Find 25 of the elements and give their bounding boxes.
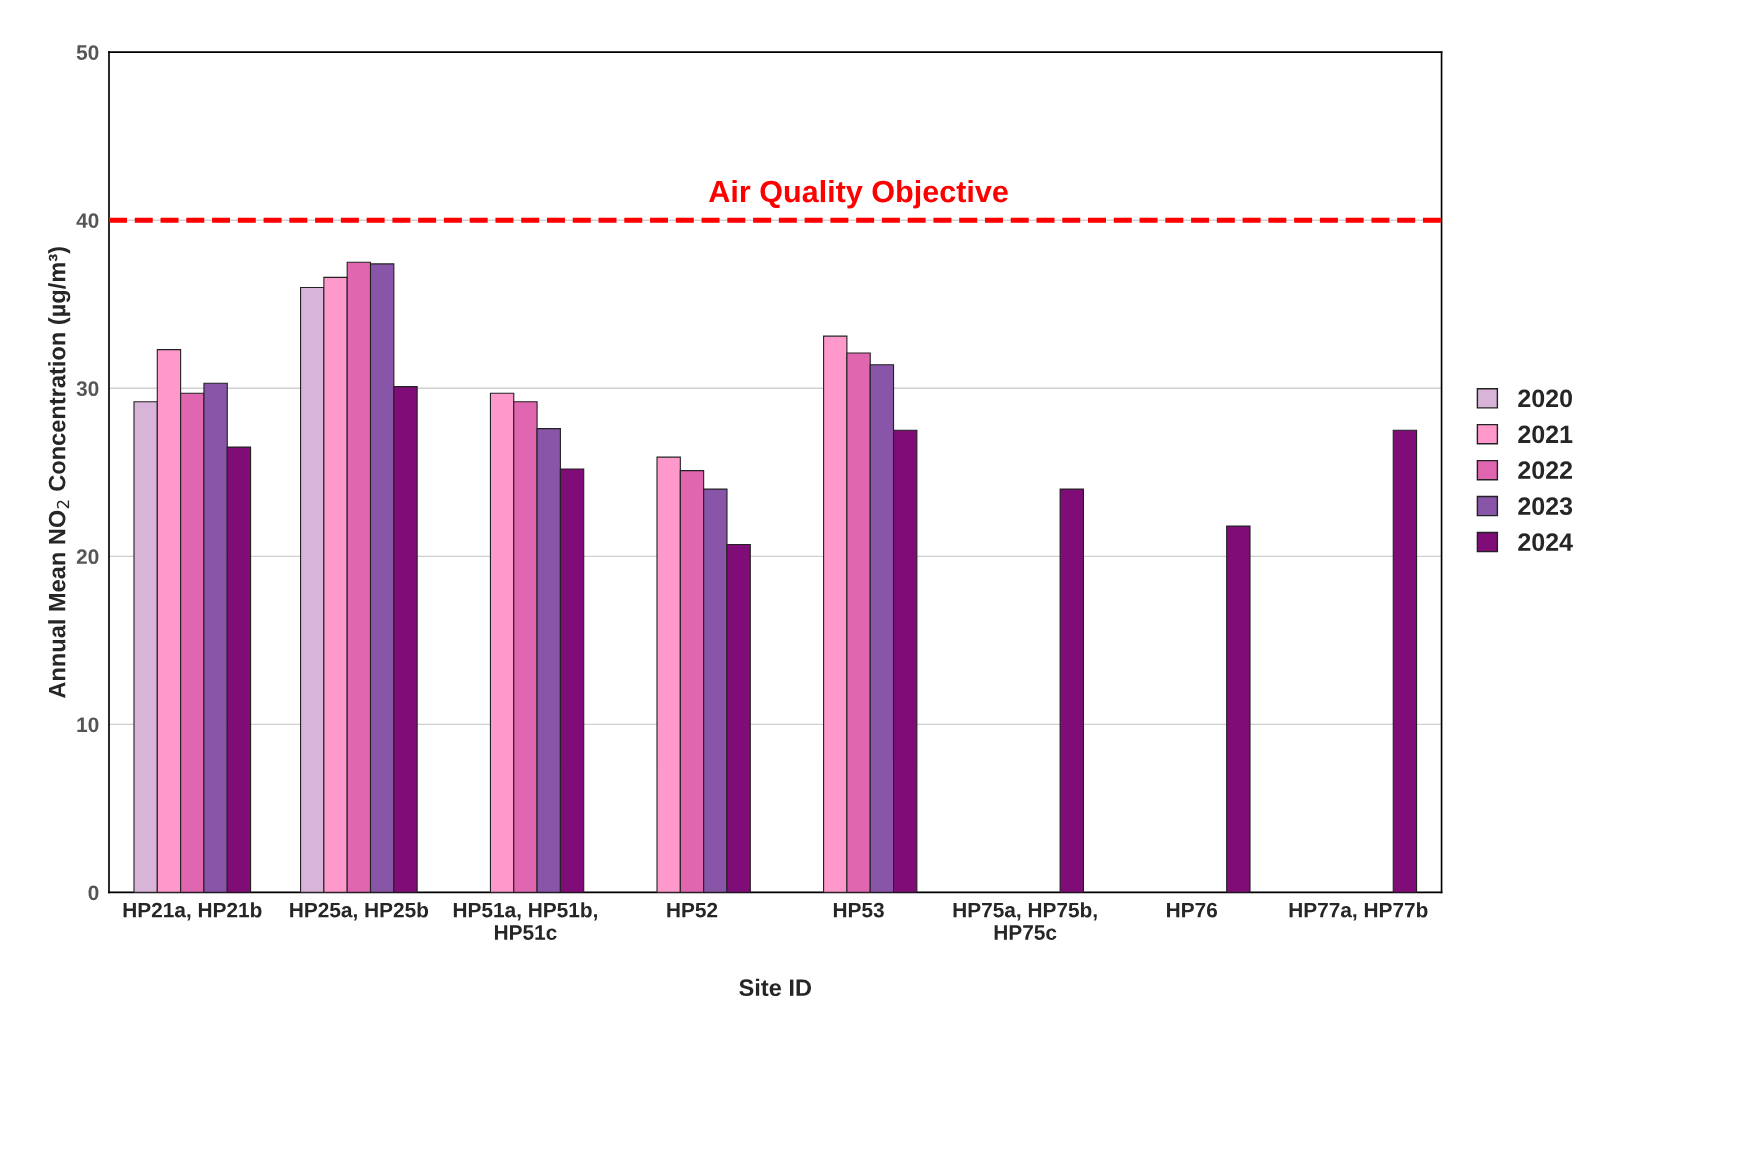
x-axis-title: Site ID: [739, 978, 812, 997]
y-tick-label: 50: [76, 45, 99, 60]
y-tick-label: 20: [76, 549, 99, 565]
y-tick-label: 10: [77, 717, 99, 733]
y-tick-label: 0: [88, 885, 99, 901]
legend-label: 2022: [1518, 461, 1572, 480]
x-tick-label: HP77a, HP77b: [1289, 902, 1428, 921]
x-tick-label: HP25a, HP25b: [290, 902, 429, 921]
bar: [1226, 525, 1251, 893]
y-tick-label: 30: [76, 381, 99, 397]
x-tick-label: HP21a, HP21b: [123, 902, 262, 921]
legend-label: 2021: [1518, 425, 1573, 444]
x-tick-label: HP51a, HP51b, HP51c: [453, 902, 597, 940]
ref-line-label: Air Quality Objective: [709, 179, 1008, 209]
x-tick-label: HP53: [833, 902, 884, 918]
y-axis-title: Annual Mean NO$_{2}$ Concentration (µg/m³): [48, 247, 71, 699]
x-tick-label: HP52: [667, 902, 718, 918]
x-tick-label: HP75a, HP75b, HP75c: [953, 902, 1097, 940]
y-tick-label: 40: [76, 213, 99, 228]
x-tick-label: HP76: [1167, 902, 1218, 918]
legend-label: 2020: [1518, 389, 1572, 408]
bar: [1392, 429, 1418, 893]
bar: [1059, 488, 1084, 893]
legend-label: 2024: [1518, 533, 1573, 551]
legend-label: 2023: [1518, 497, 1573, 516]
